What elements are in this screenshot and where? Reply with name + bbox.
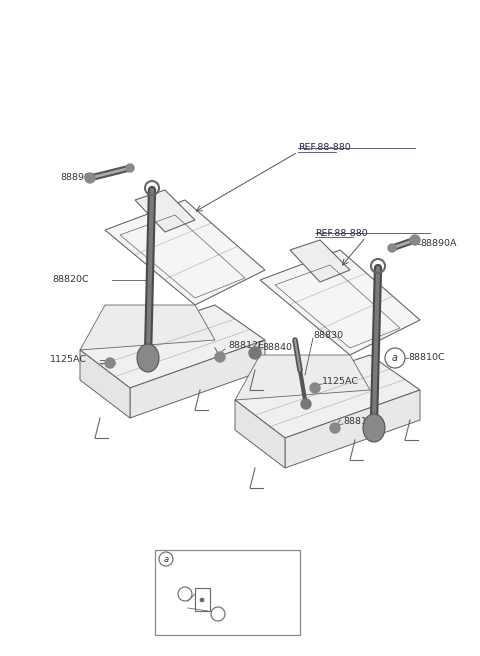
Text: 88810C: 88810C xyxy=(408,354,444,363)
Text: 88812E: 88812E xyxy=(228,342,264,350)
Circle shape xyxy=(159,552,173,566)
Circle shape xyxy=(301,399,311,409)
Circle shape xyxy=(410,235,420,245)
Text: a: a xyxy=(392,353,398,363)
Text: 88877: 88877 xyxy=(173,571,200,580)
Circle shape xyxy=(310,383,320,393)
Polygon shape xyxy=(235,355,370,400)
Circle shape xyxy=(126,164,134,172)
Polygon shape xyxy=(130,340,265,418)
Text: REF.88-880: REF.88-880 xyxy=(315,228,368,237)
Ellipse shape xyxy=(137,344,159,372)
Polygon shape xyxy=(80,305,265,388)
Polygon shape xyxy=(80,350,130,418)
Text: 1125AC: 1125AC xyxy=(322,377,359,386)
Circle shape xyxy=(105,358,115,368)
Bar xyxy=(155,550,300,635)
Text: 88840: 88840 xyxy=(262,342,292,352)
Circle shape xyxy=(215,352,225,362)
Text: a: a xyxy=(163,554,168,564)
Circle shape xyxy=(85,173,95,183)
Circle shape xyxy=(388,244,396,252)
Polygon shape xyxy=(290,240,350,282)
Polygon shape xyxy=(105,200,265,305)
Text: 1125AC: 1125AC xyxy=(50,356,87,365)
Text: 88890A: 88890A xyxy=(60,173,96,182)
Circle shape xyxy=(330,423,340,433)
Polygon shape xyxy=(235,355,420,438)
Text: 88890A: 88890A xyxy=(420,239,456,249)
Ellipse shape xyxy=(363,414,385,442)
Polygon shape xyxy=(235,400,285,468)
Polygon shape xyxy=(260,250,420,355)
Circle shape xyxy=(200,598,204,602)
Polygon shape xyxy=(80,305,215,350)
Circle shape xyxy=(385,348,405,368)
Text: 88830: 88830 xyxy=(313,331,343,340)
Text: 88812E: 88812E xyxy=(343,417,379,426)
Polygon shape xyxy=(135,190,195,232)
Text: 88878: 88878 xyxy=(227,603,254,612)
Polygon shape xyxy=(285,390,420,468)
Text: 88820C: 88820C xyxy=(52,276,89,285)
Text: REF.88-880: REF.88-880 xyxy=(298,144,351,152)
Circle shape xyxy=(249,347,261,359)
